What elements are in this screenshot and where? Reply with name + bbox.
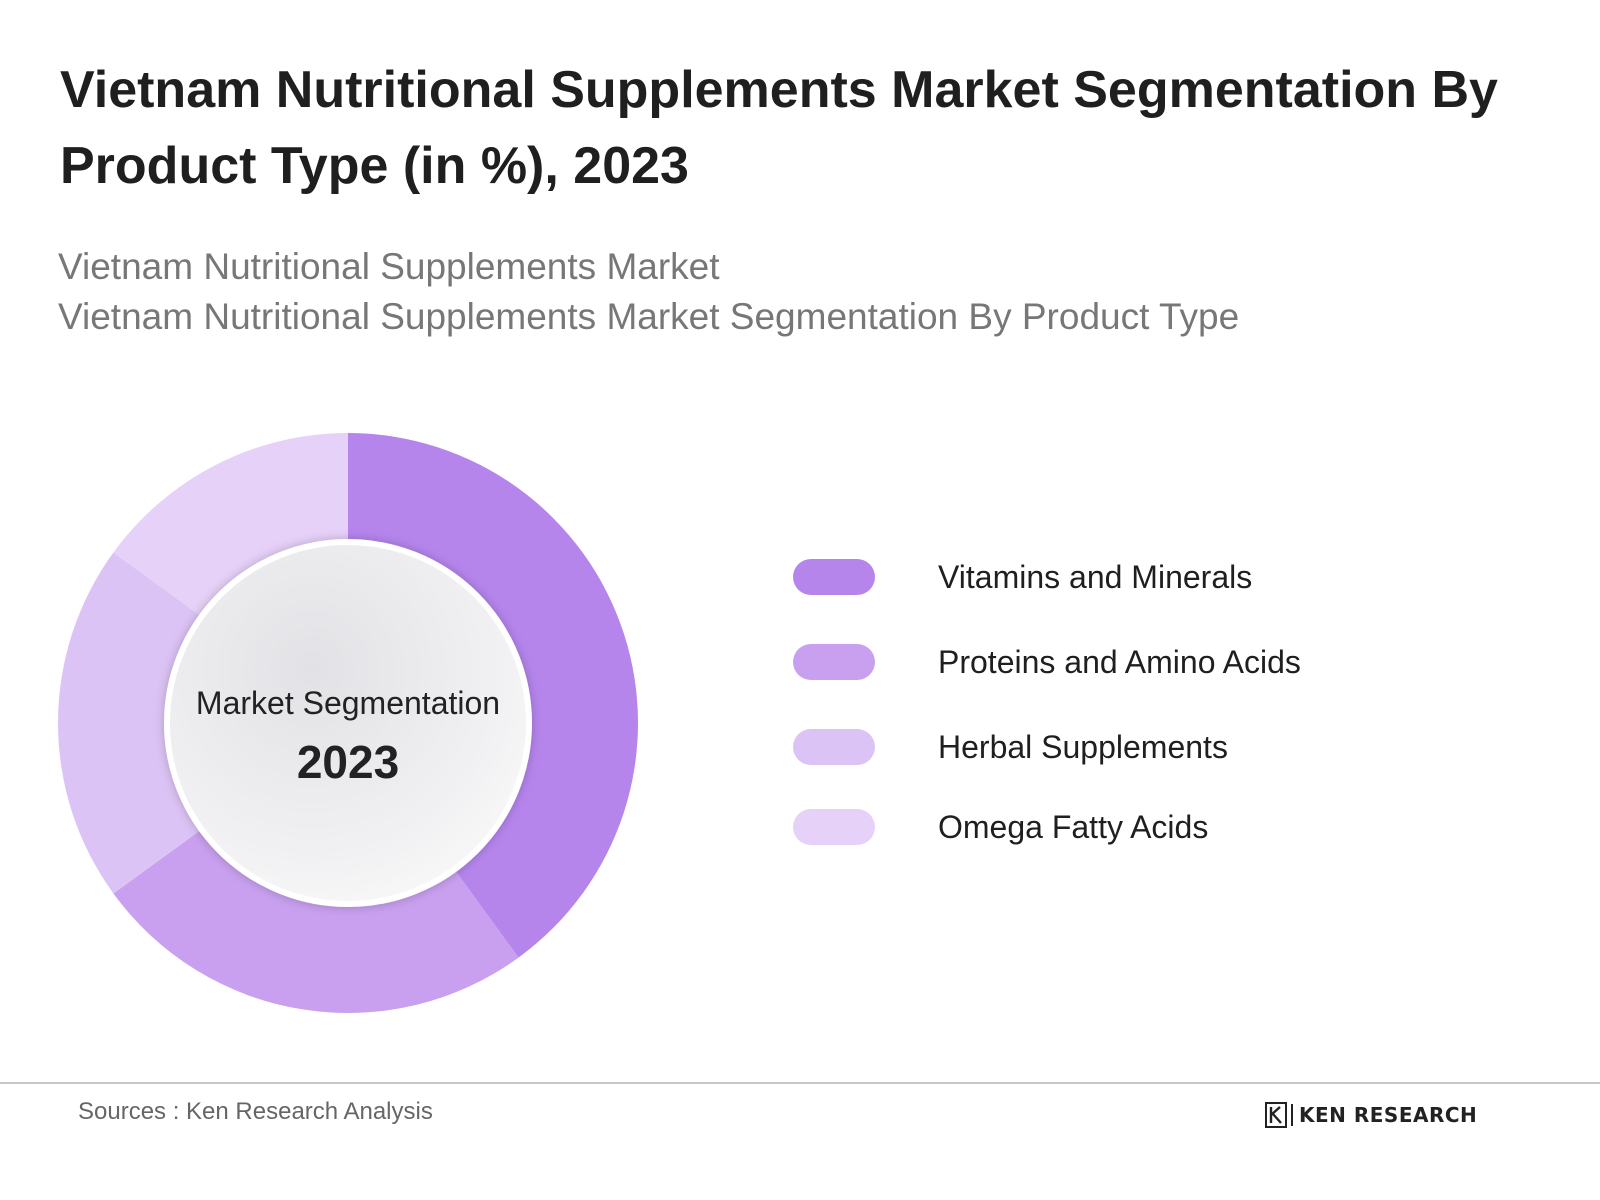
legend-item-herbal-supplements: Herbal Supplements [793,727,1493,767]
footer-divider [0,1082,1600,1084]
legend-label-omega-fatty-acids: Omega Fatty Acids [938,809,1209,845]
donut-slice-proteins-and-amino-acids [113,828,519,1014]
subtitle-line-segmentation: Vietnam Nutritional Supplements Market S… [58,296,1240,337]
legend-swatch-herbal-supplements [793,729,875,765]
subtitle-block: Vietnam Nutritional Supplements Market V… [58,242,1458,342]
legend-item-vitamins-and-minerals: Vitamins and Minerals [793,557,1493,597]
legend-item-proteins-and-amino-acids: Proteins and Amino Acids [793,642,1493,682]
legend-swatch-omega-fatty-acids [793,809,875,845]
donut-slices [57,433,638,1014]
donut-slice-omega-fatty-acids [113,433,348,618]
donut-center-label: Market Segmentation [195,685,501,721]
legend-label-vitamins-and-minerals: Vitamins and Minerals [938,559,1253,595]
donut-slice-herbal-supplements [57,552,203,894]
brand-logo: KEN RESEARCH [1265,1100,1477,1130]
legend-item-omega-fatty-acids: Omega Fatty Acids [793,807,1493,847]
brand-separator [1291,1104,1293,1126]
donut-slice-vitamins-and-minerals [348,433,638,958]
donut-center-year: 2023 [296,736,400,788]
ken-research-logo-icon [1265,1102,1287,1128]
donut-chart [57,433,638,1014]
brand-name: KEN RESEARCH [1299,1103,1478,1127]
legend-swatch-proteins-and-amino-acids [793,644,875,680]
source-note: Sources : Ken Research Analysis [78,1098,433,1125]
legend-label-herbal-supplements: Herbal Supplements [938,729,1228,765]
legend-swatch-vitamins-and-minerals [793,559,875,595]
donut-center-disc [164,539,532,907]
chart-title: Vietnam Nutritional Supplements Market S… [60,61,1498,195]
legend-label-proteins-and-amino-acids: Proteins and Amino Acids [938,644,1301,680]
subtitle-line-market: Vietnam Nutritional Supplements Market [58,246,720,287]
